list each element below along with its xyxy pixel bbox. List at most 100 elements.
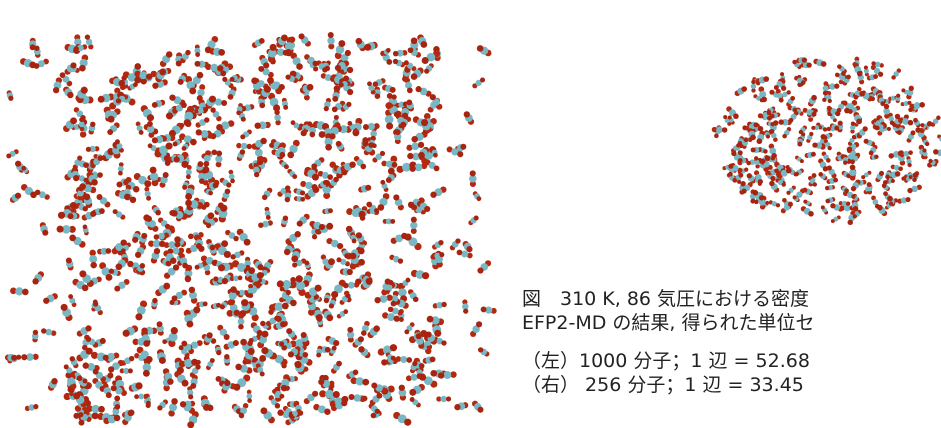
oxygen <box>771 156 775 160</box>
oxygen <box>347 67 353 73</box>
oxygen <box>928 159 932 163</box>
oxygen <box>850 164 856 170</box>
molecule <box>210 107 221 121</box>
molecule <box>215 345 222 355</box>
oxygen <box>846 202 850 206</box>
oxygen <box>159 357 166 364</box>
molecule <box>821 205 828 214</box>
molecule <box>843 155 848 165</box>
oxygen <box>801 80 806 85</box>
oxygen <box>313 66 318 71</box>
molecule <box>769 200 780 207</box>
oxygen <box>241 117 246 122</box>
oxygen <box>146 401 151 406</box>
oxygen <box>744 138 748 142</box>
oxygen <box>856 119 862 125</box>
oxygen <box>433 153 438 158</box>
oxygen <box>147 121 153 127</box>
molecule <box>408 289 419 302</box>
oxygen <box>751 147 756 152</box>
oxygen <box>386 59 392 65</box>
oxygen <box>106 274 113 281</box>
molecule <box>478 347 489 356</box>
oxygen <box>230 179 235 184</box>
molecule <box>818 172 827 180</box>
molecule <box>127 82 137 90</box>
oxygen <box>312 391 318 397</box>
oxygen <box>222 278 228 284</box>
oxygen <box>15 161 21 167</box>
oxygen <box>152 137 158 143</box>
oxygen <box>146 216 152 222</box>
molecule <box>468 216 478 226</box>
oxygen <box>325 144 332 151</box>
oxygen <box>197 72 204 79</box>
oxygen <box>398 258 403 263</box>
oxygen <box>352 239 357 244</box>
oxygen <box>455 238 460 243</box>
oxygen <box>86 147 91 152</box>
molecule <box>89 250 97 269</box>
oxygen <box>181 341 187 347</box>
oxygen <box>236 110 241 115</box>
oxygen <box>418 152 425 159</box>
molecule <box>63 86 73 98</box>
carbon <box>184 112 193 121</box>
oxygen <box>210 107 215 112</box>
molecule <box>481 306 497 313</box>
oxygen <box>788 202 793 207</box>
oxygen <box>148 143 153 148</box>
molecule <box>157 349 166 364</box>
molecule <box>74 44 88 51</box>
molecule <box>436 396 451 402</box>
oxygen <box>388 307 394 313</box>
molecule <box>374 295 392 304</box>
oxygen <box>169 94 175 100</box>
oxygen <box>166 112 173 119</box>
molecule <box>933 149 941 156</box>
oxygen <box>834 84 839 89</box>
oxygen <box>230 286 237 293</box>
oxygen <box>920 123 924 127</box>
oxygen <box>738 158 743 163</box>
molecule <box>21 353 38 361</box>
oxygen <box>315 285 322 292</box>
molecule <box>462 299 469 313</box>
oxygen <box>409 389 416 396</box>
oxygen <box>875 204 880 209</box>
molecule <box>794 169 804 177</box>
oxygen <box>83 162 89 168</box>
oxygen <box>299 33 305 39</box>
molecule <box>224 340 239 350</box>
molecule <box>6 149 18 158</box>
oxygen <box>400 122 406 128</box>
oxygen <box>248 267 255 274</box>
molecule <box>123 325 139 336</box>
oxygen <box>332 96 338 102</box>
oxygen <box>185 275 190 280</box>
oxygen <box>863 126 868 131</box>
oxygen <box>86 348 93 355</box>
oxygen <box>66 258 72 264</box>
oxygen <box>146 356 153 363</box>
oxygen <box>132 237 138 243</box>
oxygen <box>331 291 338 298</box>
molecule <box>35 190 50 200</box>
molecule <box>29 38 36 51</box>
oxygen <box>353 370 359 376</box>
oxygen <box>240 149 245 154</box>
molecule <box>712 126 728 133</box>
oxygen <box>51 378 57 384</box>
oxygen <box>283 105 288 110</box>
molecule <box>346 370 358 379</box>
molecule <box>238 314 245 330</box>
oxygen <box>103 355 109 361</box>
molecule <box>233 374 250 390</box>
molecule <box>114 279 129 292</box>
oxygen <box>163 283 170 290</box>
molecule <box>258 220 273 228</box>
molecule <box>757 131 765 144</box>
carbon <box>443 371 451 379</box>
oxygen <box>301 332 307 338</box>
oxygen <box>97 172 103 178</box>
